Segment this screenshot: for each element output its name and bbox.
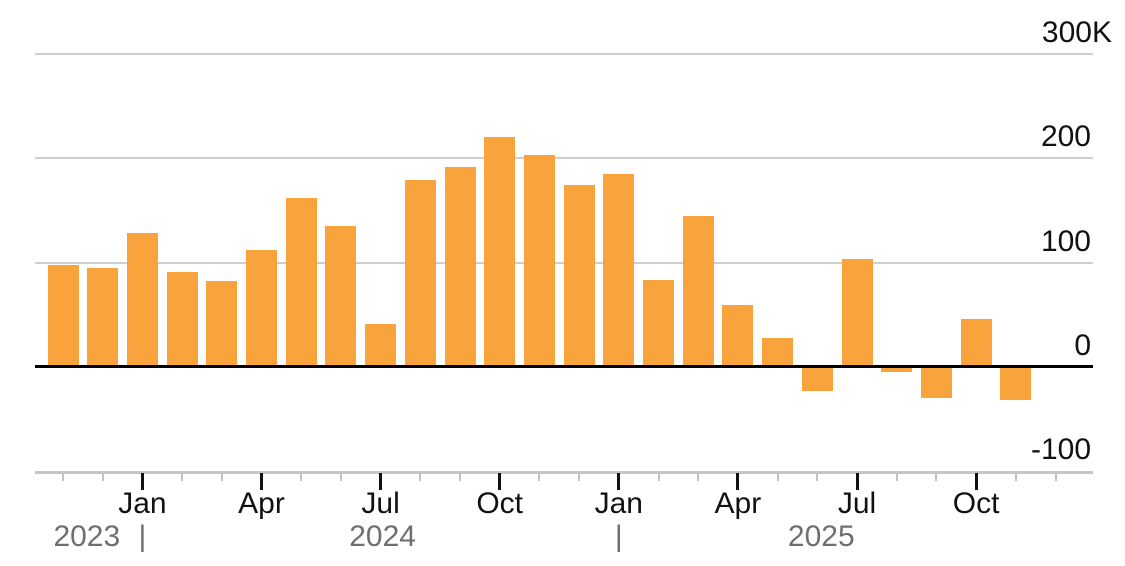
- x-tick-Dec 2024: [578, 473, 581, 481]
- x-tick-label-jul-20: Jul: [837, 487, 877, 520]
- y-tick-label-0: 0: [1074, 328, 1091, 362]
- x-tick-Jul 2024: [379, 473, 383, 490]
- bar-Mar-2024: [206, 281, 238, 367]
- x-tick-end: [1054, 473, 1057, 481]
- x-tick-label-apr-5: Apr: [238, 487, 285, 520]
- x-tick-Aug 2024: [419, 473, 422, 481]
- bar-Oct-2024: [484, 137, 516, 367]
- bar-Apr-2025: [722, 305, 754, 367]
- bar-Apr-2024: [246, 249, 277, 367]
- bar-Jun-2024: [325, 226, 357, 367]
- bar-Nov-2024: [523, 155, 555, 367]
- bar-Jun-2025: [801, 366, 833, 391]
- x-tick-label-oct-11: Oct: [476, 487, 524, 520]
- x-tick-Jan 2024: [140, 473, 144, 490]
- x-tick-label-oct-23: Oct: [952, 487, 1000, 520]
- y-tick-label-100: 100: [1040, 224, 1091, 258]
- x-tick-label-jan-14: Jan: [594, 487, 643, 520]
- bar-May-2025: [762, 337, 794, 367]
- bar-Aug-2024: [404, 180, 436, 367]
- x-tick-label-jan-2: Jan: [118, 487, 167, 520]
- bar-Dec-2024: [563, 185, 595, 367]
- x-tick-Nov 2024: [538, 473, 541, 481]
- x-tick-Sep 2024: [459, 473, 461, 481]
- gridline-300K: [35, 53, 1093, 55]
- bar-Sep-2024: [444, 166, 476, 367]
- bar-Dec-2023: [87, 267, 119, 367]
- x-tick-Jul 2025: [855, 473, 859, 490]
- x-tick-Jan 2025: [617, 473, 621, 490]
- bar-Jan-2025: [603, 173, 635, 367]
- bar-Feb-2025: [643, 280, 674, 367]
- bar-Aug-2025: [881, 366, 913, 372]
- y-tick-label--100: -100: [1030, 433, 1091, 466]
- bar-Sep-2025: [920, 366, 952, 399]
- x-tick-Feb 2024: [181, 473, 184, 481]
- zero-line: [35, 365, 1093, 369]
- x-tick-Nov 2023: [62, 473, 64, 481]
- x-tick-Mar 2024: [220, 473, 223, 481]
- year-divider-1: |: [138, 520, 147, 553]
- x-tick-label-jul-8: Jul: [361, 487, 400, 520]
- x-tick-Apr 2025: [736, 473, 740, 490]
- bar-Mar-2025: [682, 215, 714, 367]
- bar-Feb-2024: [166, 271, 198, 367]
- y-tick-label-200: 200: [1040, 120, 1091, 154]
- year-divider-3: |: [614, 520, 623, 553]
- bar-Jul-2025: [841, 259, 873, 367]
- x-tick-May 2024: [300, 473, 303, 481]
- x-tick-Dec 2023: [101, 473, 104, 481]
- bar-Oct-2025: [960, 318, 992, 367]
- x-tick-Oct 2024: [498, 473, 502, 490]
- x-tick-Oct 2025: [974, 473, 978, 490]
- bar-Jan-2024: [126, 233, 158, 367]
- x-tick-Apr 2024: [260, 473, 263, 490]
- y-tick-label-300K: 300K: [1041, 16, 1112, 49]
- x-axis-baseline: [35, 470, 1093, 474]
- x-tick-Jun 2024: [339, 473, 342, 481]
- x-tick-May 2025: [776, 473, 779, 481]
- bar-Nov-2025: [1000, 366, 1032, 401]
- gridline-200: [35, 157, 1093, 160]
- x-tick-label-apr-17: Apr: [714, 487, 762, 520]
- year-label-2023: 2023: [53, 520, 121, 553]
- x-tick-Feb 2025: [657, 473, 660, 481]
- x-tick-Sep 2025: [935, 473, 938, 481]
- year-label-2025: 2025: [787, 520, 855, 553]
- x-tick-Aug 2025: [895, 473, 898, 481]
- x-tick-Mar 2025: [697, 473, 700, 481]
- x-tick-Jun 2025: [816, 473, 819, 481]
- x-tick-Nov 2025: [1014, 473, 1017, 481]
- year-label-2024: 2024: [349, 520, 416, 553]
- bar-May-2024: [285, 197, 317, 367]
- bar-Jul-2024: [365, 324, 397, 367]
- bar-Nov-2023: [47, 264, 79, 367]
